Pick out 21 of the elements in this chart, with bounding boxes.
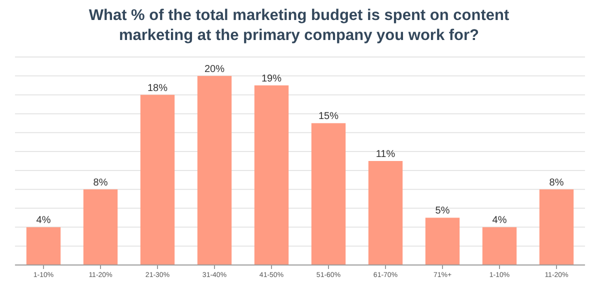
bar — [425, 218, 460, 265]
data-label: 8% — [93, 177, 108, 188]
bar — [539, 189, 574, 265]
data-label: 5% — [435, 206, 450, 217]
chart-title: What % of the total marketing budget is spent on content marketing at the primary company you work for? — [88, 7, 510, 44]
bar — [482, 227, 517, 265]
bar — [311, 123, 346, 265]
bar — [254, 85, 289, 265]
bar — [26, 227, 61, 265]
bar — [368, 161, 403, 265]
data-label: 4% — [492, 215, 507, 226]
data-label: 18% — [147, 82, 168, 94]
bar — [197, 76, 232, 265]
bar — [83, 189, 118, 265]
data-label: 4% — [36, 215, 51, 226]
data-label: 15% — [318, 111, 339, 122]
data-label: 20% — [204, 64, 225, 75]
data-label: 8% — [549, 177, 564, 188]
data-label: 11% — [376, 149, 396, 160]
bar — [140, 94, 175, 265]
data-label: 19% — [261, 73, 282, 84]
